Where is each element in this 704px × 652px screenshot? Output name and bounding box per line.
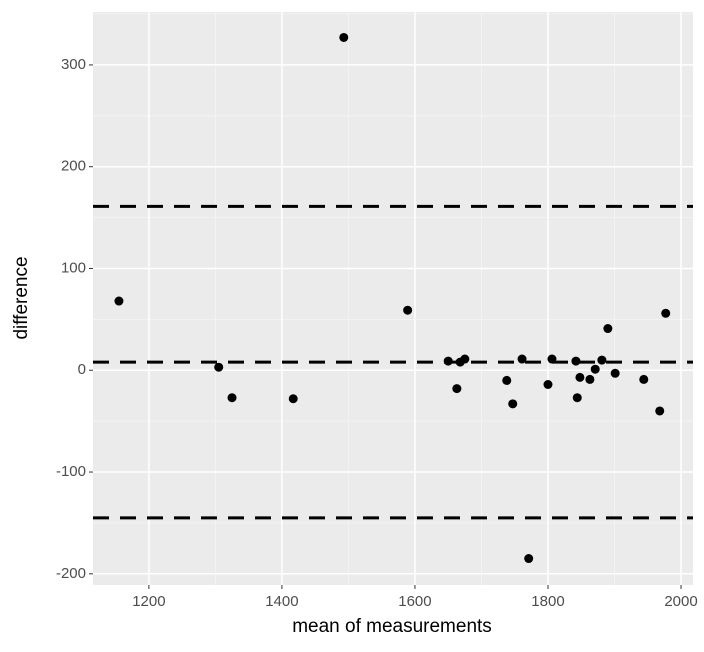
point: [227, 393, 237, 403]
panel: [93, 12, 693, 585]
point: [508, 399, 518, 409]
point: [288, 394, 298, 404]
point: [575, 372, 585, 382]
x-tick-label: 1200: [132, 593, 165, 610]
x-axis-title: mean of measurements: [292, 616, 492, 637]
point: [543, 380, 553, 390]
point: [547, 354, 557, 364]
point: [114, 296, 124, 306]
x-tick-label: 1800: [531, 593, 564, 610]
point: [655, 406, 665, 416]
point: [572, 393, 582, 403]
x-tick-label: 1400: [265, 593, 298, 610]
point: [524, 554, 534, 564]
point: [571, 356, 581, 366]
point: [443, 356, 453, 366]
point: [603, 324, 613, 334]
point: [639, 374, 649, 384]
y-tick-label: -200: [56, 565, 86, 582]
point: [590, 364, 600, 374]
y-tick-label: 200: [61, 158, 86, 175]
point: [403, 305, 413, 315]
point: [214, 362, 224, 372]
y-tick-label: -100: [56, 463, 86, 480]
x-tick-label: 1600: [398, 593, 431, 610]
point: [610, 368, 620, 378]
y-axis-title: difference: [11, 256, 32, 339]
x-tick-label: 2000: [664, 593, 697, 610]
point: [597, 355, 607, 365]
y-tick-label: 100: [61, 259, 86, 276]
point: [339, 32, 349, 42]
point: [460, 354, 470, 364]
y-tick-label: 0: [78, 361, 86, 378]
point: [585, 374, 595, 384]
y-tick-label: 300: [61, 56, 86, 73]
point: [517, 354, 527, 364]
point: [502, 375, 512, 385]
point: [452, 384, 462, 394]
point: [661, 308, 671, 318]
